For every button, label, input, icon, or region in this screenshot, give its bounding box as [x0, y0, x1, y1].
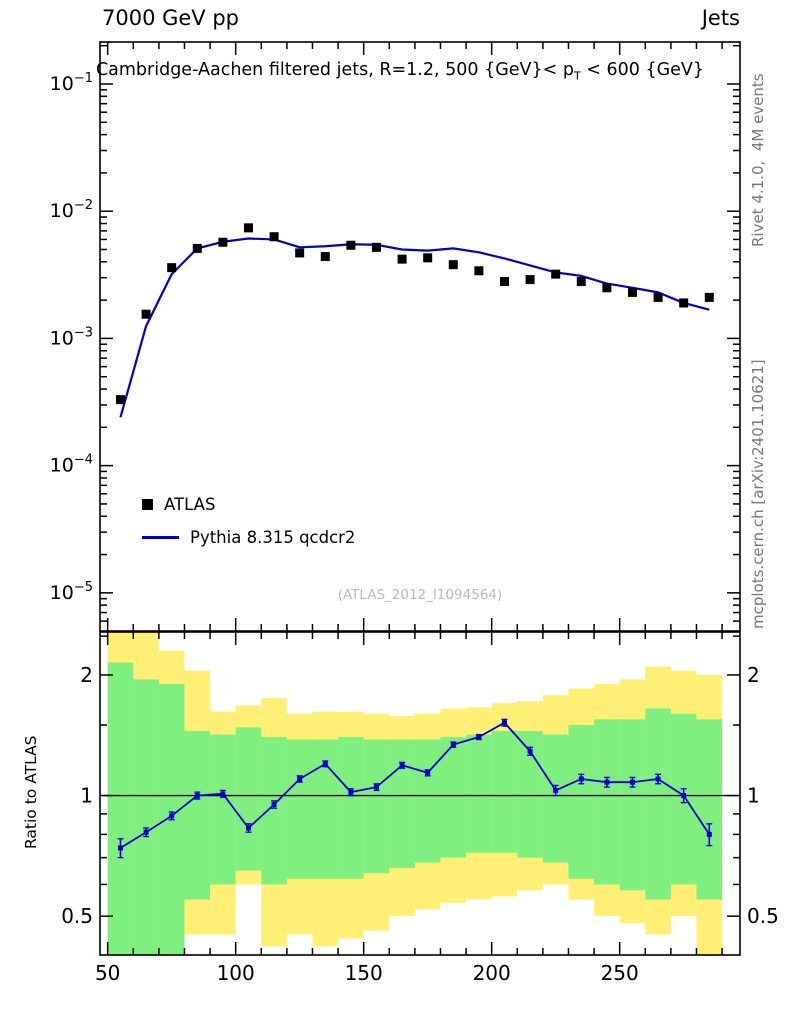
plot-title: Cambridge-Aachen filtered jets, R=1.2, 5…: [60, 60, 740, 83]
svg-text:10−5: 10−5: [50, 580, 93, 604]
pythia-line-marker-icon: [142, 536, 179, 539]
analysis-id-watermark: (ATLAS_2012_I1094564): [337, 587, 503, 603]
svg-text:250: 250: [601, 961, 639, 985]
svg-text:1: 1: [747, 784, 760, 808]
svg-text:0.5: 0.5: [61, 904, 93, 928]
legend-item-pythia: Pythia 8.315 qcdcr2: [142, 521, 355, 554]
rivet-version-note: Rivet 4.1.0, 4M events: [749, 73, 767, 247]
svg-text:50: 50: [95, 961, 120, 985]
svg-text:100: 100: [217, 961, 255, 985]
ratio-axis-label: Ratio to ATLAS: [22, 735, 40, 849]
svg-text:10−2: 10−2: [50, 198, 93, 222]
svg-text:0.5: 0.5: [747, 904, 779, 928]
beam-energy-header: 7000 GeV pp: [102, 6, 240, 30]
svg-text:150: 150: [345, 961, 383, 985]
legend-item-atlas: ATLAS: [142, 488, 355, 521]
legend-label-atlas: ATLAS: [164, 495, 216, 514]
plot-title-subscript: T: [573, 69, 581, 83]
svg-text:2: 2: [747, 663, 760, 687]
svg-text:10−3: 10−3: [50, 325, 93, 349]
svg-text:10−4: 10−4: [50, 453, 93, 477]
plot-title-post: < 600 {GeV}: [580, 60, 705, 80]
svg-text:1: 1: [80, 784, 93, 808]
mcplots-citation-note: mcplots.cern.ch [arXiv:2401.10621]: [749, 359, 767, 629]
svg-text:2: 2: [80, 663, 93, 687]
atlas-square-marker-icon: [142, 499, 153, 510]
legend: ATLAS Pythia 8.315 qcdcr2: [142, 488, 355, 554]
plot-title-pre: Cambridge-Aachen filtered jets, R=1.2, 5…: [95, 60, 574, 80]
svg-text:200: 200: [473, 961, 511, 985]
legend-label-pythia: Pythia 8.315 qcdcr2: [190, 528, 356, 547]
analysis-group-header: Jets: [701, 6, 740, 30]
